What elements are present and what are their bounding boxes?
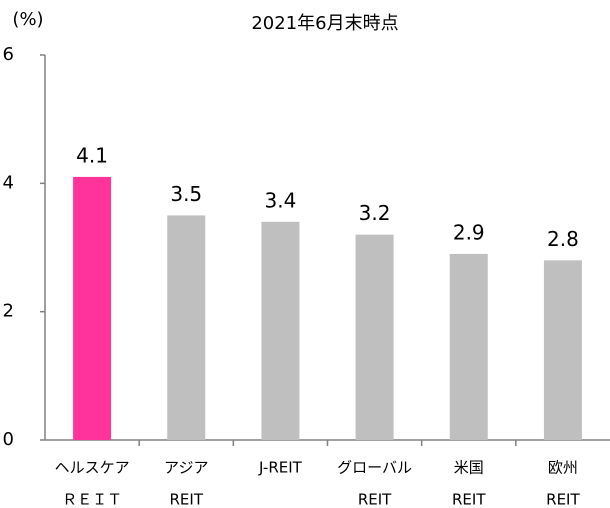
- y-tick-label: 2: [3, 301, 14, 322]
- value-label: 4.1: [76, 143, 108, 167]
- y-tick-label: 6: [3, 44, 14, 65]
- bar: [355, 234, 394, 440]
- x-tick-label: グローバル: [337, 459, 412, 477]
- x-tick-label: 欧州: [548, 459, 578, 477]
- x-tick-label: アジア: [164, 459, 208, 477]
- bar: [167, 215, 206, 440]
- x-tick-label: J-REIT: [258, 459, 303, 477]
- bar: [73, 176, 112, 440]
- value-label: 3.2: [359, 201, 391, 225]
- y-tick-label: 4: [3, 172, 14, 193]
- x-tick-label: 米国: [454, 459, 484, 477]
- x-tick-label: REIT: [358, 491, 392, 508]
- bar: [261, 221, 300, 440]
- x-tick-label: REIT: [452, 491, 486, 508]
- bar: [543, 260, 582, 440]
- bar: [449, 253, 488, 440]
- value-label: 3.5: [170, 182, 202, 206]
- value-label: 3.4: [265, 188, 297, 212]
- x-tick-label: REIT: [170, 491, 204, 508]
- y-axis-label: (%): [12, 9, 43, 30]
- x-tick-label: REIT: [546, 491, 580, 508]
- x-tick-label: ＲＥＩＴ: [62, 491, 122, 508]
- value-label: 2.9: [453, 220, 485, 244]
- y-tick-label: 0: [3, 429, 14, 450]
- value-label: 2.8: [547, 227, 579, 251]
- x-tick-label: ヘルスケア: [55, 459, 130, 477]
- chart-title: 2021年6月末時点: [251, 13, 398, 34]
